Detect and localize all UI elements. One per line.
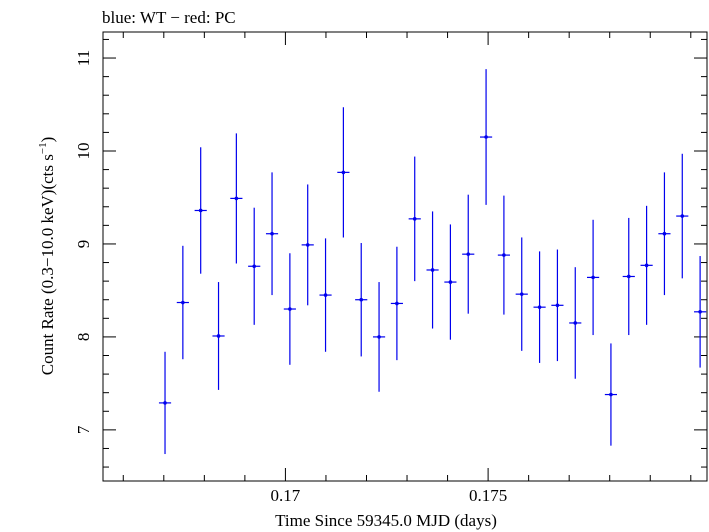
data-point (176, 245, 189, 360)
y-tick-label: 9 (74, 240, 93, 249)
y-axis-label-main: Count Rate (0.3−10.0 keV)(cts s (38, 154, 57, 375)
point-marker (466, 252, 471, 256)
data-point (230, 133, 243, 264)
point-marker (519, 292, 524, 296)
y-tick-label: 8 (74, 333, 93, 342)
data-point (515, 237, 528, 351)
data-point (337, 107, 350, 238)
data-point (462, 194, 475, 314)
point-marker (680, 214, 685, 218)
point-marker (644, 263, 649, 268)
point-marker (626, 274, 631, 279)
data-point (479, 69, 493, 205)
data-point (158, 351, 172, 455)
data-point (355, 243, 368, 357)
data-point (265, 172, 279, 296)
data-point (301, 184, 314, 306)
y-tick-label: 11 (74, 50, 93, 66)
y-axis-label-sup: −1 (37, 142, 49, 154)
data-point (587, 219, 600, 336)
point-marker (288, 307, 292, 311)
point-marker (609, 392, 613, 397)
x-axis-ticks (122, 32, 692, 481)
data-point (372, 282, 386, 392)
data-point (533, 251, 546, 363)
point-marker (252, 264, 257, 269)
point-marker (216, 334, 221, 338)
point-marker (698, 310, 702, 314)
point-marker (395, 301, 399, 306)
point-marker (502, 253, 506, 257)
y-tick-label: 10 (74, 142, 93, 159)
y-tick-labels: 7 8 9 10 11 (74, 50, 93, 434)
y-axis-label-tail: ) (38, 137, 57, 143)
y-tick-label: 7 (74, 425, 93, 434)
plot-frame (102, 31, 708, 482)
y-axis-ticks (103, 38, 707, 468)
point-marker (377, 335, 381, 339)
point-marker (341, 170, 346, 175)
data-point (658, 172, 671, 296)
point-marker (270, 231, 274, 236)
data-point (194, 147, 207, 274)
point-marker (484, 135, 488, 139)
data-point (408, 156, 421, 282)
data-points (158, 69, 707, 455)
data-point (426, 211, 439, 329)
data-point (319, 238, 332, 352)
point-marker (591, 275, 595, 280)
data-point (622, 217, 635, 336)
x-tick-label: 0.17 (271, 486, 301, 505)
data-point (640, 205, 653, 325)
point-marker (234, 196, 239, 201)
point-marker (573, 321, 578, 325)
point-marker (305, 243, 310, 247)
point-marker (662, 231, 667, 236)
point-marker (412, 217, 417, 221)
data-point (694, 256, 707, 368)
x-axis-label: Time Since 59345.0 MJD (days) (275, 511, 497, 530)
point-marker (181, 300, 185, 305)
chart-title: blue: WT − red: PC (102, 8, 236, 27)
data-point (248, 207, 261, 325)
point-marker (430, 268, 435, 272)
data-point (390, 246, 403, 361)
point-marker (198, 208, 203, 213)
x-tick-label: 0.175 (469, 486, 507, 505)
point-marker (537, 305, 542, 309)
data-point (551, 249, 564, 362)
data-point (676, 153, 689, 279)
point-marker (555, 303, 560, 308)
point-marker (163, 401, 167, 405)
point-marker (359, 297, 364, 302)
data-point (604, 343, 618, 446)
data-point (569, 267, 582, 379)
data-point (497, 195, 510, 315)
x-tick-labels: 0.17 0.175 (271, 486, 508, 505)
data-point (212, 282, 225, 390)
point-marker (323, 293, 328, 297)
data-point (283, 253, 296, 365)
y-axis-label: Count Rate (0.3−10.0 keV)(cts s−1) (37, 137, 57, 376)
data-point (444, 224, 457, 340)
point-marker (448, 280, 453, 284)
